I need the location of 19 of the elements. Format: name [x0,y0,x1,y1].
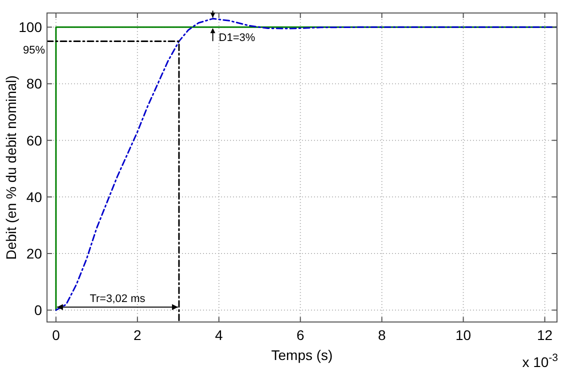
y-axis-title: Debit (en % du debit nominal) [3,75,19,260]
y-tick-label: 80 [26,76,42,92]
x-tick-label: 4 [215,327,224,343]
y-tick-label: 40 [26,188,42,205]
x-tick-label: 6 [296,327,304,343]
y-tick-label: 100 [18,19,42,36]
annotation: 95% [22,44,46,56]
text: x 10$^{-3}$ [522,352,558,370]
x-tick-label: 12 [536,327,553,343]
y-tick-label: 20 [26,246,42,262]
annotation: D1=3% [218,32,256,44]
y-tick-label: 60 [26,132,42,148]
y-tick-label: 0 [34,302,42,318]
x-axis-title: Temps (s) [271,347,333,363]
x-tick-label: 0 [52,327,60,343]
annotation: Tr=3,02 ms [90,293,146,306]
x-tick-label: 2 [134,327,142,343]
x-tick-label: 8 [378,327,386,343]
x-tick-label: 10 [456,327,472,343]
